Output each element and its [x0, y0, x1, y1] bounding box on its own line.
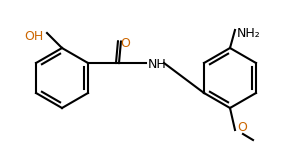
Text: OH: OH [25, 30, 44, 43]
Text: O: O [120, 37, 130, 50]
Text: O: O [237, 121, 247, 134]
Text: NH: NH [148, 58, 167, 71]
Text: NH₂: NH₂ [237, 27, 261, 40]
